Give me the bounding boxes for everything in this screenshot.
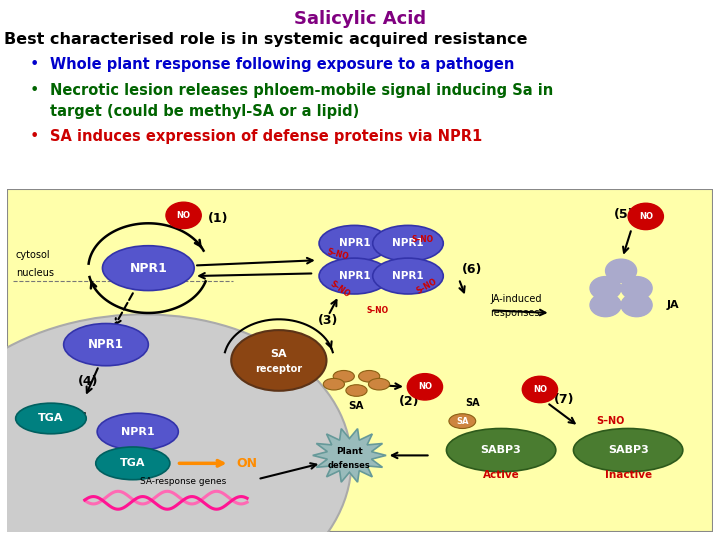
Ellipse shape xyxy=(323,379,344,390)
Text: (7): (7) xyxy=(554,393,575,406)
Polygon shape xyxy=(312,429,386,482)
Text: NPR1: NPR1 xyxy=(88,338,124,351)
Text: target (could be methyl-SA or a lipid): target (could be methyl-SA or a lipid) xyxy=(50,104,359,119)
Text: JA-induced: JA-induced xyxy=(490,294,542,305)
Text: Inactive: Inactive xyxy=(605,470,652,480)
Text: nucleus: nucleus xyxy=(16,268,54,278)
Circle shape xyxy=(408,374,443,400)
Text: NO: NO xyxy=(533,385,547,394)
Circle shape xyxy=(628,203,663,230)
Ellipse shape xyxy=(319,225,390,261)
Text: Necrotic lesion releases phloem-mobile signal inducing Sa in: Necrotic lesion releases phloem-mobile s… xyxy=(50,83,553,98)
Text: (5): (5) xyxy=(614,208,634,221)
Text: SABP3: SABP3 xyxy=(608,445,649,455)
Text: (4): (4) xyxy=(78,375,98,388)
Text: NPR1: NPR1 xyxy=(130,262,167,275)
Ellipse shape xyxy=(333,370,354,382)
Text: NO: NO xyxy=(418,382,432,392)
Text: (1): (1) xyxy=(208,212,229,225)
Ellipse shape xyxy=(346,384,367,396)
Text: SA: SA xyxy=(348,401,364,411)
Ellipse shape xyxy=(373,258,444,294)
Text: NPR1: NPR1 xyxy=(338,238,370,248)
Text: S–NO: S–NO xyxy=(328,279,352,299)
Text: S–NO: S–NO xyxy=(415,277,439,296)
Text: SA induces expression of defense proteins via NPR1: SA induces expression of defense protein… xyxy=(50,129,482,144)
Ellipse shape xyxy=(373,225,444,261)
Text: TGA: TGA xyxy=(38,414,63,423)
Text: SABP3: SABP3 xyxy=(481,445,521,455)
Text: (6): (6) xyxy=(462,264,482,276)
Circle shape xyxy=(606,259,636,282)
Circle shape xyxy=(621,293,652,316)
Text: cytosol: cytosol xyxy=(16,249,50,260)
Text: receptor: receptor xyxy=(256,364,302,374)
Text: NPR1: NPR1 xyxy=(338,271,370,281)
Text: (3): (3) xyxy=(318,314,338,327)
Ellipse shape xyxy=(63,323,148,366)
Circle shape xyxy=(590,276,621,300)
Text: S–NO: S–NO xyxy=(596,416,625,426)
Text: S–NO: S–NO xyxy=(366,306,389,315)
Ellipse shape xyxy=(0,314,351,540)
Text: NPR1: NPR1 xyxy=(392,238,424,248)
Text: •: • xyxy=(30,83,40,98)
Ellipse shape xyxy=(446,429,556,472)
Text: Whole plant response following exposure to a pathogen: Whole plant response following exposure … xyxy=(50,57,514,72)
Ellipse shape xyxy=(369,379,390,390)
Ellipse shape xyxy=(359,370,379,382)
Text: defenses: defenses xyxy=(328,462,371,470)
Text: S–NO: S–NO xyxy=(411,234,433,244)
Text: NO: NO xyxy=(639,212,653,221)
Text: NPR1: NPR1 xyxy=(392,271,424,281)
Circle shape xyxy=(166,202,201,228)
Text: ON: ON xyxy=(236,457,258,470)
Text: NO: NO xyxy=(176,211,191,220)
Text: Salicylic Acid: Salicylic Acid xyxy=(294,10,426,28)
Text: responses: responses xyxy=(490,308,540,318)
FancyBboxPatch shape xyxy=(7,189,713,532)
Ellipse shape xyxy=(16,403,86,434)
Text: •: • xyxy=(30,129,40,144)
Text: JA: JA xyxy=(667,300,680,310)
Circle shape xyxy=(522,376,557,403)
Text: (2): (2) xyxy=(399,395,419,408)
Circle shape xyxy=(590,293,621,316)
Text: SA: SA xyxy=(456,417,469,426)
Ellipse shape xyxy=(319,258,390,294)
Text: NPR1: NPR1 xyxy=(121,427,155,437)
Text: Plant: Plant xyxy=(336,447,363,456)
Ellipse shape xyxy=(97,413,179,450)
Text: S–NO: S–NO xyxy=(325,248,349,262)
Text: SA: SA xyxy=(466,397,480,408)
Ellipse shape xyxy=(573,429,683,472)
Text: SA-response genes: SA-response genes xyxy=(140,476,227,485)
Ellipse shape xyxy=(96,447,170,480)
Circle shape xyxy=(621,276,652,300)
Text: Active: Active xyxy=(482,470,520,480)
Ellipse shape xyxy=(449,414,476,429)
Ellipse shape xyxy=(102,246,194,291)
Text: SA: SA xyxy=(271,349,287,359)
Text: Best characterised role is in systemic acquired resistance: Best characterised role is in systemic a… xyxy=(4,32,528,47)
Ellipse shape xyxy=(231,330,326,391)
Text: TGA: TGA xyxy=(120,458,145,468)
Text: •: • xyxy=(30,57,40,72)
